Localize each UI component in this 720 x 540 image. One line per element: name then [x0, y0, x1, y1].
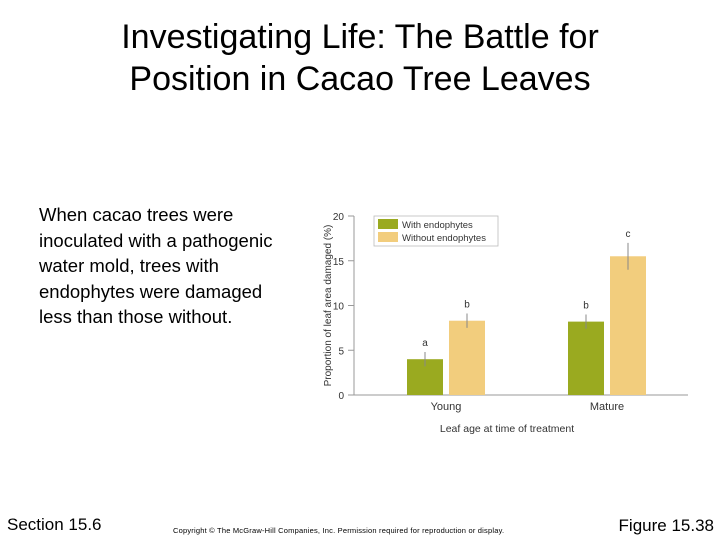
section-label: Section 15.6: [7, 515, 102, 534]
bar: [449, 320, 485, 395]
body-text: When cacao trees were inoculated with a …: [39, 204, 273, 327]
significance-letter: c: [626, 229, 631, 240]
bar-chart: 0 5 10 15 20 Proportion of leaf area damaged …: [323, 212, 688, 435]
bar: [610, 256, 646, 395]
significance-letter: b: [464, 300, 470, 311]
x-tick-label: Mature: [590, 401, 624, 413]
legend-swatch: [378, 232, 398, 242]
significance-letter: b: [583, 300, 589, 311]
copyright-notice: Copyright © The McGraw-Hill Companies, I…: [173, 526, 505, 535]
title-line-1: Investigating Life: The Battle for: [121, 18, 599, 56]
figure-label: Figure 15.38: [618, 516, 714, 535]
slide-title: Investigating Life: The Battle for Posit…: [0, 16, 720, 100]
y-tick-label: 0: [338, 391, 344, 402]
y-tick-label: 10: [333, 302, 345, 313]
y-tick-label: 20: [333, 212, 345, 223]
y-tick-label: 15: [333, 257, 345, 268]
title-line-2: Position in Cacao Tree Leaves: [129, 60, 591, 98]
bar: [568, 321, 604, 395]
x-tick-label: Young: [431, 401, 462, 413]
x-axis-label: Leaf age at time of treatment: [440, 423, 574, 435]
significance-letter: a: [422, 338, 428, 349]
legend-label: With endophytes: [402, 220, 473, 231]
y-axis-label: Proportion of leaf area damaged (%): [323, 225, 334, 387]
y-tick-label: 5: [338, 346, 344, 357]
legend-label: Without endophytes: [402, 233, 486, 244]
legend-swatch: [378, 219, 398, 229]
